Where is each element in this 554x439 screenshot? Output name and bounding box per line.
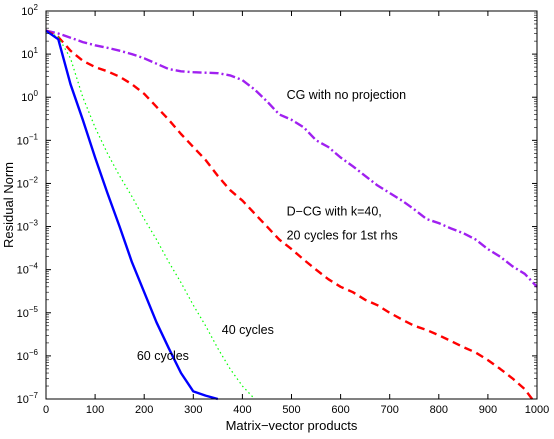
x-tick-label: 400	[233, 404, 251, 416]
x-tick-label: 600	[331, 404, 349, 416]
x-axis-label: Matrix−vector products	[226, 418, 358, 433]
series-line-2	[45, 30, 256, 400]
series-layer	[45, 29, 538, 401]
x-tick-label: 800	[430, 404, 448, 416]
y-tick-label: 102	[21, 3, 38, 18]
y-tick-label: 10−7	[17, 391, 39, 406]
x-tick-label: 900	[479, 404, 497, 416]
y-tick-label: 101	[21, 46, 38, 61]
x-tick-label: 1000	[525, 404, 549, 416]
tick-layer: 0 100 200 300 400 500 600 700 800 900 1000 10−7 10−6…	[17, 3, 550, 416]
y-axis-label: Residual Norm	[1, 162, 16, 248]
y-tick-label: 10−1	[17, 132, 39, 147]
y-tick-label: 10−2	[17, 175, 39, 190]
series-line-0	[45, 29, 538, 288]
x-tick-label: 200	[135, 404, 153, 416]
x-tick-label: 300	[184, 404, 202, 416]
annotation-label: CG with no projection	[287, 88, 407, 102]
x-tick-label: 700	[381, 404, 399, 416]
y-tick-label: 10−3	[17, 219, 39, 234]
annotation-label: 60 cycles	[137, 349, 189, 363]
y-tick-label: 10−6	[17, 348, 39, 363]
y-tick-label: 10−4	[17, 262, 39, 277]
series-line-3	[45, 29, 219, 401]
y-tick-label: 10−5	[17, 305, 39, 320]
annotation-label: 40 cycles	[222, 323, 274, 337]
annotation-label: D−CG with k=40,	[287, 205, 382, 219]
series-line-1	[45, 29, 534, 400]
y-tick-label: 100	[21, 89, 38, 104]
x-tick-label: 500	[282, 404, 300, 416]
annotation-label: 20 cycles for 1st rhs	[287, 229, 398, 243]
x-tick-label: 0	[43, 404, 49, 416]
x-tick-label: 100	[86, 404, 104, 416]
annotation-layer: CG with no projection D−CG with k=40, 20 c…	[137, 88, 406, 363]
